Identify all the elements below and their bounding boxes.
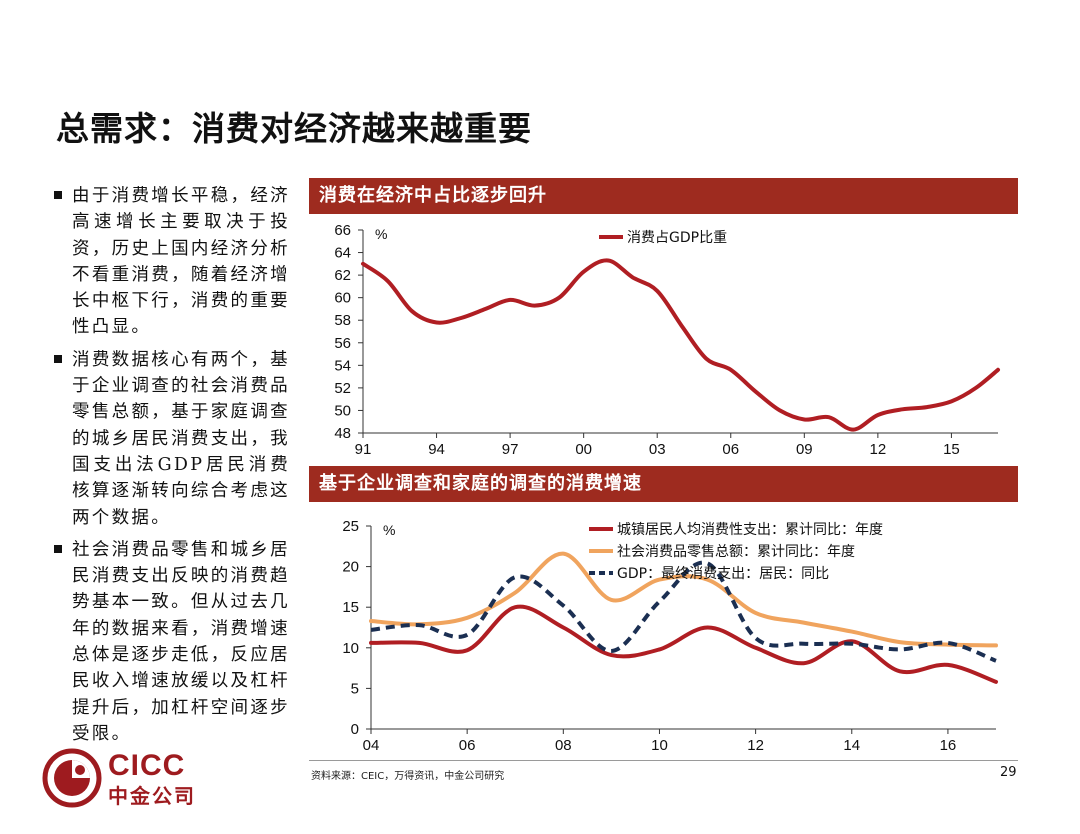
y-tick-label: 54 <box>334 357 351 374</box>
bullet-square-icon <box>54 354 62 363</box>
y-tick-label: 5 <box>351 680 359 697</box>
y-tick-label: 48 <box>334 425 351 442</box>
legend-label-1: 城镇居民人均消费性支出：累计同比：年度 <box>617 522 883 538</box>
y-tick-label: 50 <box>334 402 351 419</box>
y-tick-label: 0 <box>351 721 359 738</box>
legend-label-1: 消费占GDP比重 <box>627 230 727 246</box>
legend-label-2: 社会消费品零售总额：累计同比：年度 <box>617 544 855 560</box>
x-tick-label: 08 <box>555 737 572 754</box>
x-tick-label: 00 <box>575 441 592 458</box>
x-tick-label: 14 <box>843 737 860 754</box>
x-tick-label: 16 <box>940 737 957 754</box>
cicc-logo-icon <box>42 748 102 808</box>
x-tick-label: 04 <box>363 737 380 754</box>
y-tick-label: 60 <box>334 290 351 307</box>
page-title: 总需求：消费对经济越来越重要 <box>56 109 532 148</box>
logo-text-cn: 中金公司 <box>108 784 196 808</box>
footer-divider <box>309 760 1018 761</box>
y-tick-label: 52 <box>334 380 351 397</box>
page-number: 29 <box>1000 765 1017 780</box>
bullet-item: 由于消费增长平稳，经济高速增长主要取决于投资，历史上国内经济分析不看重消费，随着… <box>52 183 290 341</box>
x-tick-label: 12 <box>747 737 764 754</box>
y-tick-label: 66 <box>334 222 351 239</box>
x-tick-label: 12 <box>870 441 887 458</box>
x-tick-label: 10 <box>651 737 668 754</box>
series-line-3 <box>370 560 997 663</box>
source-note: 资料来源：CEIC，万得资讯，中金公司研究 <box>311 771 505 782</box>
bullet-text: 社会消费品零售和城乡居民消费支出反映的消费趋势基本一致。但从过去几年的数据来看，… <box>72 539 290 744</box>
y-tick-label: 64 <box>334 245 351 262</box>
bullet-list: 由于消费增长平稳，经济高速增长主要取决于投资，历史上国内经济分析不看重消费，随着… <box>52 183 290 753</box>
bullet-item: 消费数据核心有两个，基于企业调查的社会消费品零售总额，基于家庭调查的城乡居民消费… <box>52 347 290 531</box>
x-tick-label: 06 <box>459 737 476 754</box>
x-tick-label: 09 <box>796 441 813 458</box>
bullet-item: 社会消费品零售和城乡居民消费支出反映的消费趋势基本一致。但从过去几年的数据来看，… <box>52 537 290 747</box>
y-tick-label: 15 <box>342 599 359 616</box>
bullet-text: 消费数据核心有两个，基于企业调查的社会消费品零售总额，基于家庭调查的城乡居民消费… <box>72 349 290 528</box>
legend-label-3: GDP：最终消费支出：居民：同比 <box>617 566 829 582</box>
series-line-1 <box>361 258 1000 432</box>
consumption-share-chart: 48 50 52 54 56 58 60 62 64 66 % 91 94 97 00 03 06 09 12 15 消… <box>334 222 1000 458</box>
bullet-square-icon <box>54 544 62 553</box>
x-tick-label: 15 <box>943 441 960 458</box>
x-tick-label: 91 <box>355 441 372 458</box>
chart1-title-banner: 消费在经济中占比逐步回升 <box>309 178 1018 214</box>
x-tick-label: 06 <box>722 441 739 458</box>
consumption-growth-chart: 0 5 10 15 20 25 % 04 06 08 10 12 14 16 城镇居民人均消费性支出：累计同… <box>342 518 998 754</box>
x-tick-label: 03 <box>649 441 666 458</box>
y-axis-unit: % <box>375 226 387 242</box>
y-tick-label: 10 <box>342 640 359 657</box>
y-tick-label: 62 <box>334 267 351 284</box>
y-tick-label: 20 <box>342 559 359 576</box>
y-tick-label: 25 <box>342 518 359 535</box>
x-tick-label: 94 <box>428 441 445 458</box>
logo-text-en: CICC <box>108 749 186 782</box>
y-axis-unit: % <box>383 522 395 538</box>
x-tick-label: 97 <box>502 441 519 458</box>
series-line-1 <box>369 604 998 684</box>
y-tick-label: 58 <box>334 312 351 329</box>
bullet-text: 由于消费增长平稳，经济高速增长主要取决于投资，历史上国内经济分析不看重消费，随着… <box>72 186 290 338</box>
y-tick-label: 56 <box>334 335 351 352</box>
series-line-2 <box>369 551 998 648</box>
bullet-square-icon <box>54 191 62 199</box>
chart2-title-banner: 基于企业调查和家庭的调查的消费增速 <box>309 466 1018 502</box>
